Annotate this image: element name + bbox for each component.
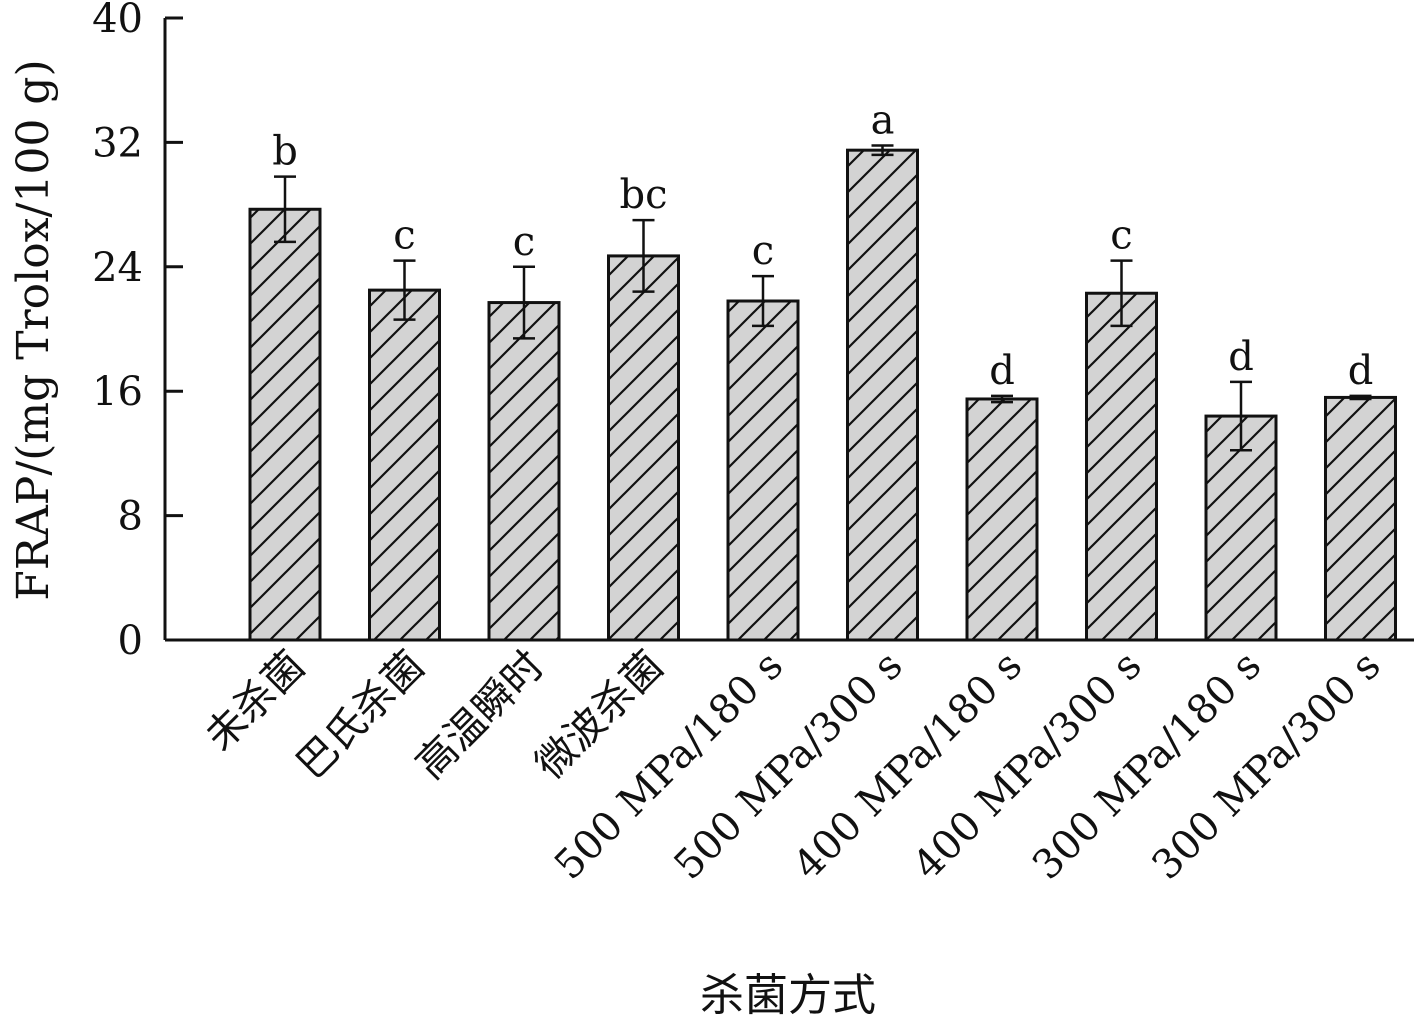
x-axis-title: 杀菌方式 — [700, 970, 876, 1021]
x-category-label: 高温瞬时 — [407, 643, 553, 789]
bar — [726, 299, 800, 642]
y-tick-label: 16 — [92, 369, 143, 415]
significance-label: c — [513, 219, 535, 265]
bar — [248, 207, 322, 642]
bars-group — [248, 148, 1397, 642]
bar — [1085, 291, 1158, 642]
error-bars-group — [274, 144, 1372, 452]
bar — [607, 254, 680, 642]
significance-label: c — [1110, 213, 1132, 259]
significance-label: d — [1348, 348, 1374, 394]
bar — [487, 301, 561, 642]
significance-label: b — [272, 129, 298, 175]
x-category-label: 巴氏杀菌 — [288, 643, 434, 789]
x-category-label: 未杀菌 — [197, 643, 314, 760]
bar — [368, 288, 441, 642]
y-tick-label: 32 — [92, 120, 143, 166]
y-tick-label: 8 — [118, 494, 143, 540]
significance-label: d — [1228, 334, 1254, 380]
y-tick-label: 24 — [92, 245, 143, 291]
significance-label: a — [871, 98, 895, 144]
bar — [965, 397, 1039, 642]
y-axis-ticks: 0 8 16 24 32 40 — [92, 0, 183, 664]
significance-label: bc — [619, 172, 667, 218]
bar — [846, 148, 919, 642]
bar — [1324, 395, 1397, 642]
x-category-label: 300 MPa/300 s — [1143, 643, 1389, 889]
significance-label: c — [393, 213, 415, 259]
significance-label: d — [989, 348, 1015, 394]
significance-label: c — [752, 228, 774, 274]
y-tick-label: 40 — [92, 0, 143, 42]
y-axis-title: FRAP/(mg Trolox/100 g) — [8, 59, 59, 600]
y-tick-label: 0 — [118, 618, 143, 664]
